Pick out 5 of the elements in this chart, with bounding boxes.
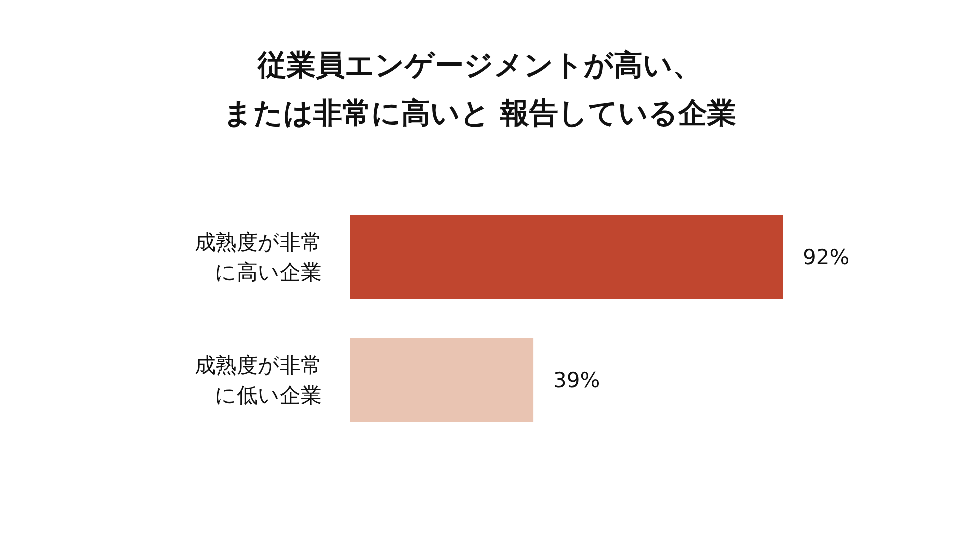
data-label: 92% [803, 246, 850, 270]
y-tick-label: 成熟度が非常に低い企業 [195, 354, 322, 408]
chart-title: 従業員エンゲージメントが高い、または非常に高いと 報告している企業 [223, 48, 737, 130]
data-label: 39% [554, 368, 600, 392]
y-tick-label: 成熟度が非常に高い企業 [195, 230, 322, 284]
